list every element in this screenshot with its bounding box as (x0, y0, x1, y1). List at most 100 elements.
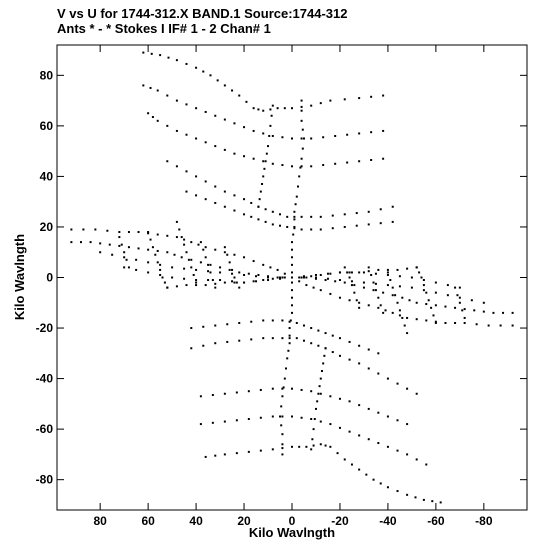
visibility-point (348, 340, 351, 343)
visibility-point (185, 103, 188, 106)
visibility-point (338, 337, 341, 340)
visibility-point (175, 285, 178, 288)
visibility-point (302, 276, 305, 279)
visibility-point (310, 342, 313, 345)
visibility-point (204, 110, 207, 113)
visibility-point (499, 324, 502, 327)
visibility-point (262, 160, 265, 163)
visibility-point (149, 86, 152, 89)
visibility-point (295, 321, 298, 324)
visibility-point (319, 392, 322, 395)
visibility-point (233, 253, 236, 256)
visibility-point (358, 468, 361, 471)
x-tick-label: 80 (93, 514, 107, 528)
visibility-point (267, 279, 270, 282)
visibility-point (219, 279, 222, 282)
visibility-point (235, 281, 238, 284)
visibility-point (281, 395, 284, 398)
visibility-point (282, 386, 285, 389)
visibility-point (310, 418, 313, 421)
visibility-point (367, 367, 370, 370)
y-axis-label: Kilo Wavlngth (12, 234, 27, 320)
visibility-point (300, 215, 303, 218)
visibility-point (314, 277, 317, 280)
visibility-point (70, 228, 73, 231)
visibility-point (257, 205, 260, 208)
visibility-point (228, 261, 231, 264)
visibility-point (211, 279, 214, 282)
visibility-point (425, 463, 428, 466)
visibility-point (291, 241, 293, 244)
visibility-point (358, 271, 361, 274)
visibility-point (310, 137, 313, 140)
y-tick-label: -20 (36, 321, 54, 335)
visibility-point (377, 411, 380, 414)
visibility-point (288, 337, 291, 340)
visibility-point (365, 473, 368, 476)
visibility-point (338, 397, 341, 400)
visibility-point (367, 210, 370, 213)
visibility-point (319, 102, 322, 105)
visibility-point (410, 276, 413, 279)
visibility-point (149, 238, 152, 241)
visibility-point (262, 279, 265, 282)
visibility-point (454, 321, 457, 324)
visibility-point (346, 161, 349, 164)
visibility-point (171, 276, 174, 279)
visibility-point (180, 256, 183, 259)
x-tick-label: -20 (331, 514, 349, 528)
visibility-point (394, 294, 397, 297)
visibility-point (291, 281, 293, 284)
visibility-point (233, 194, 236, 197)
visibility-point (151, 246, 154, 249)
visibility-point (280, 405, 283, 408)
visibility-point (202, 344, 205, 347)
visibility-point (262, 263, 265, 266)
visibility-point (183, 243, 186, 246)
visibility-point (420, 276, 423, 279)
visibility-point (159, 54, 162, 57)
visibility-point (202, 70, 205, 73)
visibility-point (362, 286, 365, 289)
visibility-point (343, 281, 346, 284)
visibility-point (175, 236, 178, 239)
visibility-point (422, 498, 425, 501)
x-tick-label: 60 (141, 514, 155, 528)
visibility-point (250, 215, 253, 218)
visibility-point (432, 314, 435, 317)
visibility-point (300, 416, 303, 419)
visibility-point (214, 114, 217, 117)
visibility-point (374, 282, 377, 285)
visibility-point (396, 419, 399, 422)
visibility-point (322, 362, 325, 365)
visibility-point (283, 276, 286, 279)
visibility-point (264, 208, 267, 211)
visibility-point (175, 220, 178, 223)
visibility-point (470, 299, 473, 302)
visibility-point (190, 327, 193, 330)
visibility-point (283, 272, 286, 275)
visibility-point (175, 165, 178, 168)
visibility-point (281, 433, 284, 436)
visibility-point (463, 321, 466, 324)
visibility-point (209, 263, 212, 266)
visibility-point (175, 99, 178, 102)
visibility-point (367, 270, 370, 273)
visibility-point (372, 478, 375, 481)
visibility-point (355, 224, 358, 227)
visibility-point (391, 286, 394, 289)
visibility-point (269, 266, 272, 269)
visibility-point (204, 284, 207, 287)
visibility-point (223, 118, 226, 121)
visibility-point (271, 277, 274, 280)
visibility-point (257, 108, 260, 111)
visibility-point (410, 286, 413, 289)
visibility-point (338, 354, 341, 357)
visibility-point (298, 280, 301, 283)
visibility-point (355, 212, 358, 215)
visibility-point (185, 62, 188, 65)
visibility-point (185, 133, 188, 136)
visibility-point (219, 266, 222, 269)
visibility-point (283, 377, 286, 380)
